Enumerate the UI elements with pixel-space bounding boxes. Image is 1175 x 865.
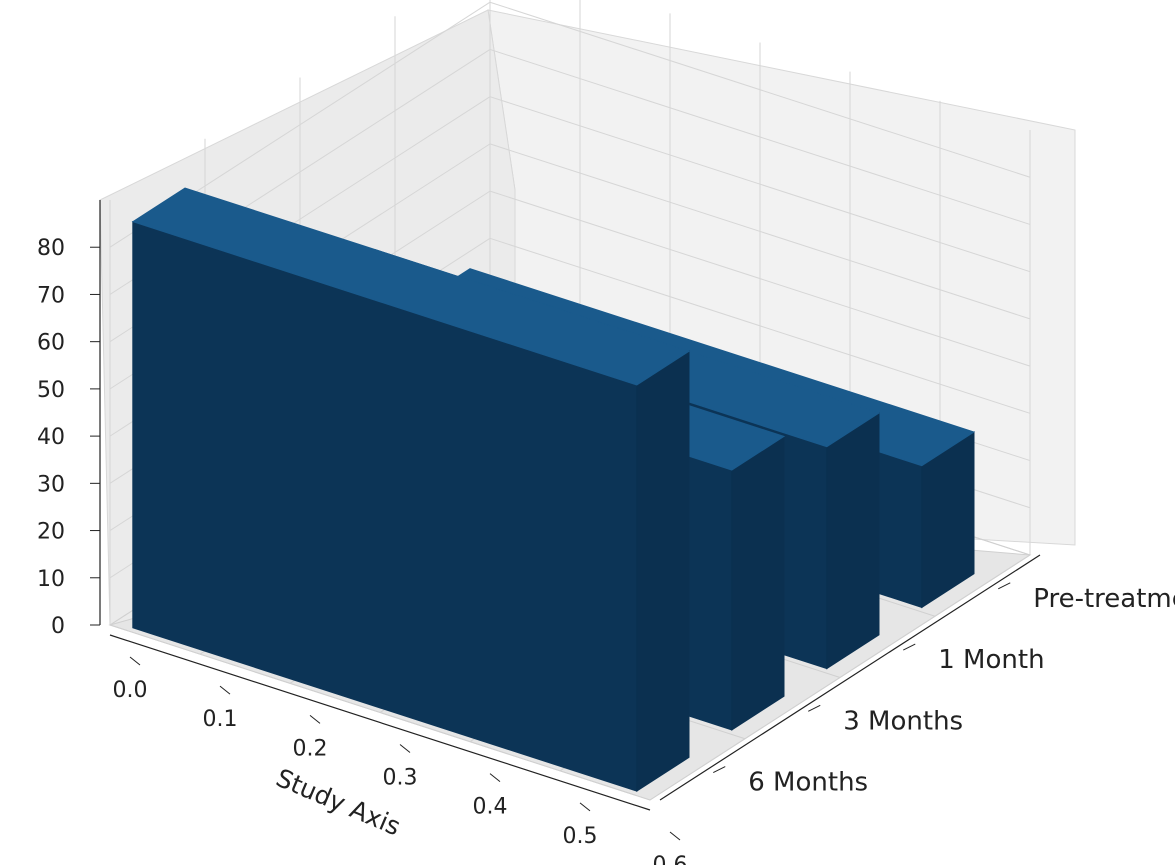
category-label: 6 Months — [748, 768, 868, 798]
x-tick-label: 0.5 — [563, 824, 598, 849]
bar-side-face — [731, 435, 785, 731]
category-label: Pre-treatment — [1033, 584, 1175, 614]
tick-labels: 0 10 20 30 40 50 60 70 80 0.0 0.1 0.2 0.3 0.4 0.5 0.6 Pr… — [37, 236, 1175, 865]
y-axis-line — [659, 554, 1041, 801]
category-label: 3 Months — [843, 706, 963, 736]
x-tick-label: 0.2 — [293, 736, 328, 761]
y-tick-mark — [713, 766, 726, 774]
x-tick-mark — [219, 685, 231, 695]
z-tick-label: 0 — [51, 614, 65, 639]
x-tick-label: 0.6 — [653, 853, 688, 865]
x-tick-label: 0.1 — [203, 707, 238, 732]
x-tick-label: 0.3 — [383, 766, 418, 791]
x-tick-label: 0.4 — [473, 795, 508, 820]
z-tick-label: 50 — [37, 378, 65, 403]
category-label: 1 Month — [938, 645, 1044, 675]
z-tick-label: 20 — [37, 520, 65, 545]
z-tick-label: 30 — [37, 472, 65, 497]
floor-gridline-y — [109, 624, 651, 801]
x-tick-label: 0.0 — [113, 678, 148, 703]
x-tick-mark — [399, 744, 411, 753]
y-tick-mark — [808, 704, 821, 712]
x-tick-mark — [489, 773, 501, 783]
bar-side-face — [636, 350, 690, 793]
bar-top-face — [131, 187, 691, 386]
x-tick-mark — [309, 714, 321, 724]
bar-6-months — [131, 187, 691, 793]
z-tick-label: 60 — [37, 331, 65, 356]
y-tick-mark — [903, 643, 916, 651]
x-tick-mark — [579, 802, 591, 812]
axes — [99, 200, 1041, 811]
bars — [131, 187, 976, 793]
x-axis-line — [109, 634, 651, 811]
z-tick-label: 10 — [37, 567, 65, 592]
z-tick-label: 40 — [37, 425, 65, 450]
y-tick-mark — [998, 582, 1011, 590]
bar-side-face — [826, 412, 880, 670]
x-tick-mark — [129, 656, 141, 666]
z-tick-label: 70 — [37, 283, 65, 308]
x-tick-mark — [669, 831, 681, 841]
z-tick-label: 80 — [37, 236, 65, 261]
